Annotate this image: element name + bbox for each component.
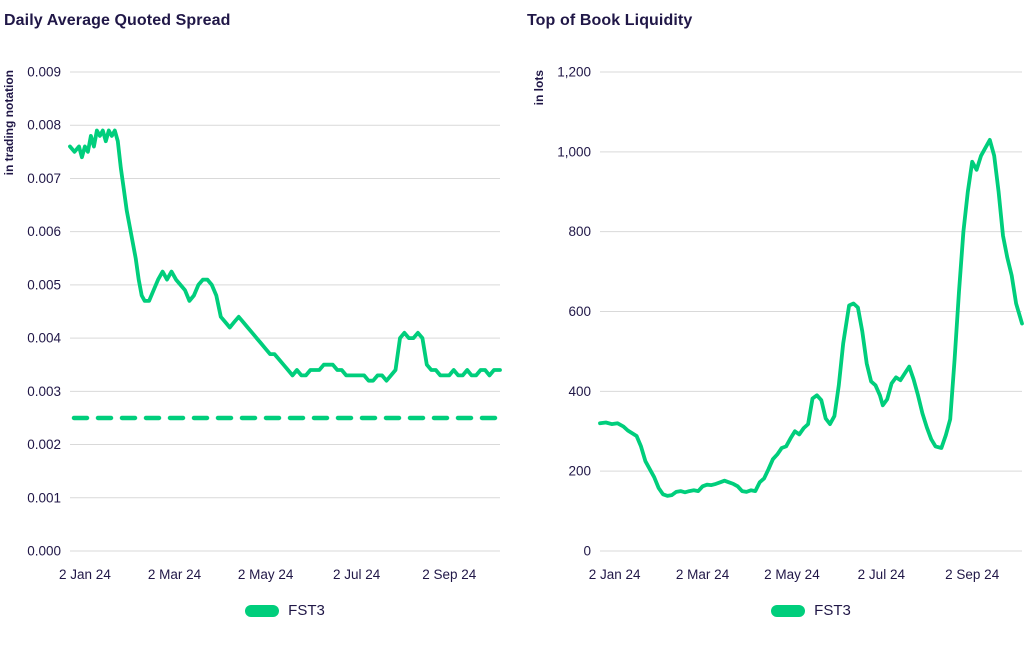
y-tick-label: 800 — [568, 224, 591, 239]
y-tick-label: 0.007 — [27, 171, 61, 186]
x-tick-label: 2 Mar 24 — [148, 567, 202, 582]
y-tick-label: 0.003 — [27, 384, 61, 399]
chart-title-quoted-spread: Daily Average Quoted Spread — [4, 12, 231, 29]
y-tick-label: 0.002 — [27, 437, 61, 452]
chart-daily-average-quoted-spread: Daily Average Quoted Spread in trading n… — [2, 12, 502, 619]
x-tick-label: 2 Jul 24 — [333, 567, 381, 582]
x-tick-label: 2 Jan 24 — [589, 567, 641, 582]
legend-quoted-spread: FST3 — [70, 602, 500, 619]
y-tick-label: 600 — [568, 304, 591, 319]
x-tick-label: 2 Jul 24 — [858, 567, 906, 582]
y-tick-label: 1,200 — [557, 65, 591, 80]
x-tick-label: 2 Jan 24 — [59, 567, 111, 582]
y-tick-label: 0.001 — [27, 490, 61, 505]
y-tick-label: 0.004 — [27, 331, 61, 346]
series-line-fst3 — [68, 128, 502, 383]
legend-swatch-fst3 — [771, 604, 806, 617]
y-tick-label: 400 — [568, 384, 591, 399]
x-tick-label: 2 May 24 — [764, 567, 820, 582]
x-tick-label: 2 Sep 24 — [945, 567, 1000, 582]
y-tick-label: 0.005 — [27, 277, 61, 292]
y-tick-label: 0.008 — [27, 118, 61, 133]
quoted-spread-plot-area: 0.000 0.001 0.002 0.003 0.004 0.005 0.006 0.007… — [27, 65, 502, 582]
legend-label-fst3: FST3 — [814, 602, 851, 619]
y-tick-label: 0.009 — [27, 65, 61, 80]
x-tick-label: 2 Sep 24 — [422, 567, 477, 582]
chart-top-of-book-liquidity: Top of Book Liquidity in lots 0 200 400 600… — [512, 0, 1024, 645]
x-tick-label: 2 Mar 24 — [676, 567, 730, 582]
x-tick-label: 2 May 24 — [238, 567, 294, 582]
chart-title-book-liquidity: Top of Book Liquidity — [527, 12, 693, 29]
y-tick-label: 0.000 — [27, 544, 61, 559]
series-line-fst3 — [598, 138, 1024, 498]
legend-label-fst3: FST3 — [288, 602, 325, 619]
y-tick-label: 1,000 — [557, 144, 591, 159]
y-tick-label: 200 — [568, 464, 591, 479]
book-liquidity-plot-area: 0 200 400 600 800 1,000 1,200 2 Jan 24 2 Mar 24 2… — [557, 65, 1024, 582]
y-tick-label: 0 — [583, 544, 591, 559]
legend-book-liquidity: FST3 — [600, 602, 1022, 619]
legend-swatch-fst3 — [245, 604, 280, 617]
y-tick-label: 0.006 — [27, 224, 61, 239]
